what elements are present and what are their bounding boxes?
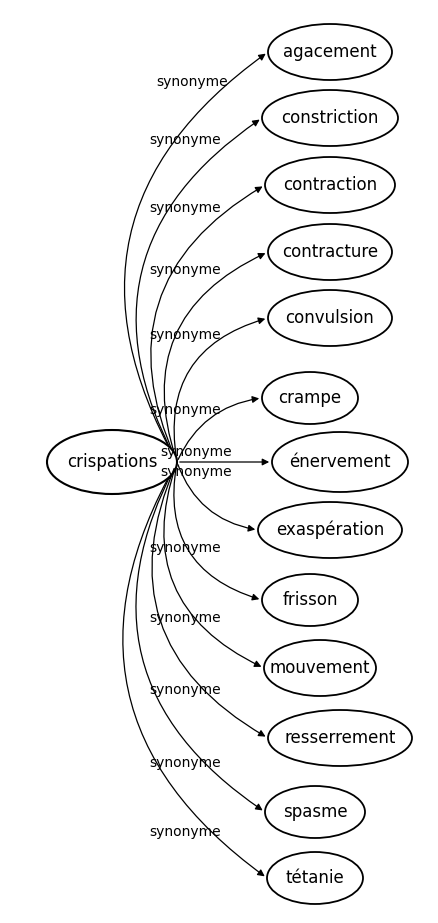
Text: synonyme: synonyme — [156, 75, 228, 89]
Ellipse shape — [262, 90, 398, 146]
Ellipse shape — [272, 432, 408, 492]
Text: synonyme: synonyme — [149, 756, 221, 770]
Text: agacement: agacement — [283, 43, 377, 61]
Text: convulsion: convulsion — [286, 309, 374, 327]
Text: synonyme: synonyme — [149, 263, 221, 277]
Text: constriction: constriction — [281, 109, 379, 127]
Text: synonyme: synonyme — [149, 683, 221, 697]
Ellipse shape — [258, 502, 402, 558]
Ellipse shape — [267, 852, 363, 904]
Ellipse shape — [47, 430, 177, 494]
Text: contracture: contracture — [282, 243, 378, 261]
Ellipse shape — [262, 372, 358, 424]
Text: resserrement: resserrement — [284, 729, 396, 747]
Text: tétanie: tétanie — [286, 869, 344, 887]
Text: synonyme: synonyme — [149, 541, 221, 555]
Text: synonyme: synonyme — [149, 133, 221, 147]
Ellipse shape — [268, 24, 392, 80]
Ellipse shape — [264, 640, 376, 696]
Text: synonyme: synonyme — [149, 403, 221, 417]
Ellipse shape — [268, 710, 412, 766]
Ellipse shape — [265, 157, 395, 213]
Text: spasme: spasme — [283, 803, 347, 821]
Text: synonyme: synonyme — [149, 825, 221, 839]
Text: crampe: crampe — [279, 389, 342, 407]
Ellipse shape — [265, 786, 365, 838]
Text: énervement: énervement — [289, 453, 391, 471]
Text: frisson: frisson — [282, 591, 338, 609]
Text: mouvement: mouvement — [270, 659, 370, 677]
Ellipse shape — [268, 290, 392, 346]
Ellipse shape — [268, 224, 392, 280]
Ellipse shape — [262, 574, 358, 626]
Text: contraction: contraction — [283, 176, 377, 194]
Text: synonyme: synonyme — [149, 328, 221, 342]
Text: synonyme: synonyme — [160, 445, 232, 459]
Text: synonyme: synonyme — [149, 611, 221, 625]
Text: exaspération: exaspération — [276, 521, 384, 539]
Text: synonyme: synonyme — [160, 465, 232, 479]
Text: synonyme: synonyme — [149, 201, 221, 215]
Text: crispations: crispations — [67, 453, 157, 471]
